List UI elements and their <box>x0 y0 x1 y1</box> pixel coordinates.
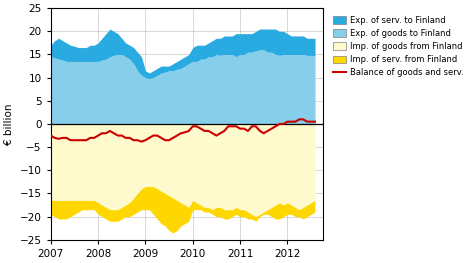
Y-axis label: € billion: € billion <box>4 103 14 145</box>
Legend: Exp. of serv. to Finland, Exp. of goods to Finland, Imp. of goods from Finland, : Exp. of serv. to Finland, Exp. of goods … <box>330 12 467 81</box>
